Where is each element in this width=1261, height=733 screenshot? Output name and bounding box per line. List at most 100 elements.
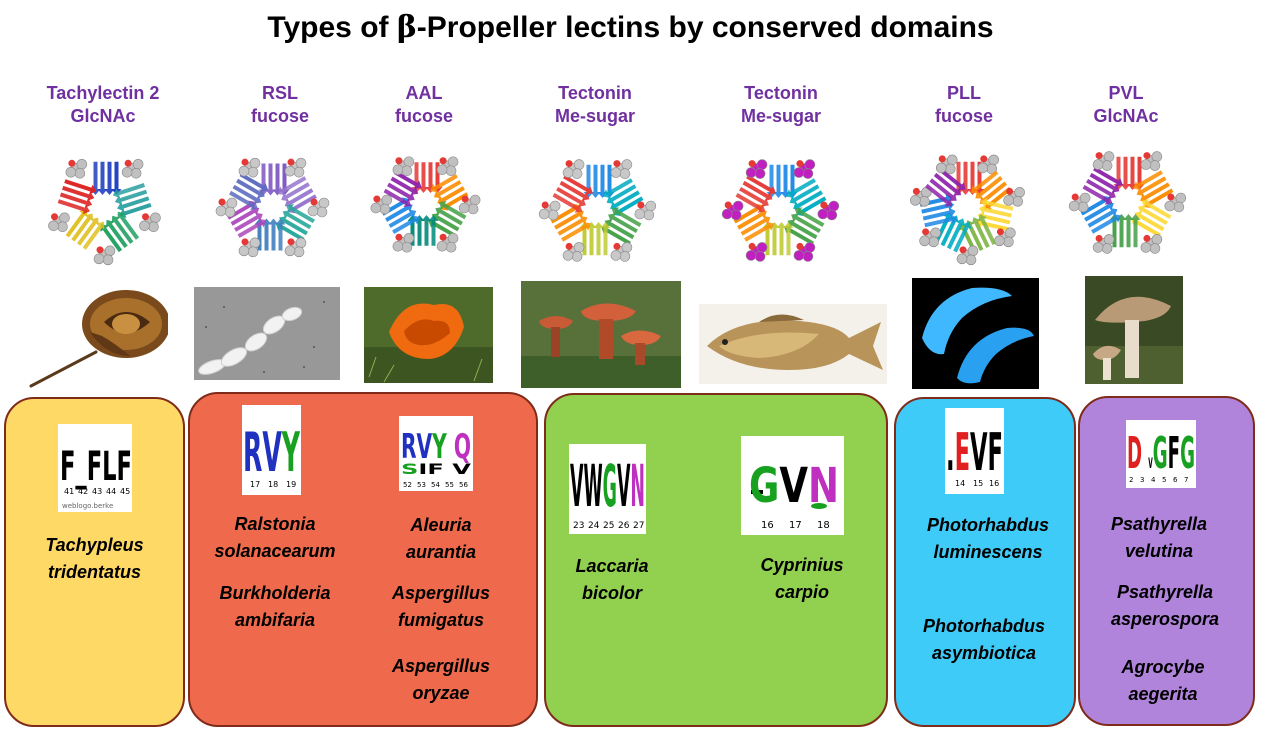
protein-structure-aal-blade [411,162,443,193]
protein-structure-tachylectin2-blade [57,179,97,215]
protein-structure-tachylectin2-ligand-atom [76,158,88,170]
protein-structure-rsl-ligand-atom [247,166,259,178]
protein-structure-tectonin-2-blade [786,178,827,217]
svg-text:5: 5 [1162,476,1166,484]
protein-structure-tectonin-2-ligand-atom [754,168,766,179]
protein-structure-tachylectin2-oxygen-atom [68,159,76,167]
photo-carp-fish [699,304,887,384]
protein-structure-aal-oxygen-atom [461,195,469,203]
protein-structure-pvl-oxygen-atom [1095,152,1103,160]
protein-structure-tectonin-1-ligand-atom [562,167,574,178]
protein-structure-pll-oxygen-atom [980,155,988,163]
protein-structure-pvl-ligand-atom [1101,243,1113,254]
protein-structure-tachylectin2-blade [100,211,140,253]
protein-structure-pll-ligand-atom [919,196,930,207]
svg-text:24: 24 [588,521,600,531]
protein-structure-rsl-blade [229,172,269,210]
protein-structure-aal-ligand-atom [447,232,459,244]
protein-structure-tachylectin2-oxygen-atom [124,159,132,167]
protein-structure-pll-ligand-atom [988,154,1000,166]
species-burkholderia-ambifaria: Burkholderia ambifaria [219,583,331,630]
lectin-label-tectonin-2: Tectonin Me-sugar [740,83,821,126]
protein-structure-rsl-oxygen-atom [310,198,318,206]
protein-structure-aal-ligand-atom [403,156,415,168]
protein-structure-pvl-ligand-atom [1164,200,1176,212]
protein-structure-pll-ligand-atom [967,245,979,257]
protein-structure-pll-ligand-atom [944,163,956,175]
protein-structure-rsl-ligand-atom [307,205,319,217]
protein-structure-tectonin-2-blade [784,207,825,246]
protein-structure-tectonin-1-ligand-atom [619,251,631,262]
svg-text:17: 17 [789,520,802,531]
sequence-logo-aal: RVY Q SIF V 52 53 54 55 56 [399,416,473,491]
protein-structure-pll-oxygen-atom [938,155,946,163]
protein-structure-tachylectin2-ligand-atom [148,221,159,233]
protein-structure-tectonin-2-ligand-atom [730,209,742,221]
protein-structure-tectonin-1-ligand-atom [538,208,550,220]
protein-structure-tectonin-2-oxygen-atom [748,242,756,250]
svg-text:55: 55 [445,481,454,489]
svg-text:52: 52 [403,481,412,489]
svg-text:56: 56 [459,481,468,489]
svg-text:RVY Q: RVY Q [401,427,471,467]
protein-structure-tachylectin2-blade [65,209,105,250]
lectin-label-tachylectin2: Tachylectin 2 GlcNAc [46,83,160,126]
protein-structure-pll-ligand-atom [930,227,941,239]
protein-structure-tectonin-1-ligand-atom [573,242,585,253]
protein-structure-tectonin-1-ligand-atom [619,168,631,179]
protein-structure-tectonin-1-ligand-atom [645,200,657,212]
protein-structure-rsl-ligand-atom [249,157,261,169]
protein-structure-pvl-blade [1113,156,1145,191]
species-photorhabdus-luminescens: Photorhabdus luminescens [927,515,1049,562]
protein-structure-aal-ligand-atom [392,240,404,252]
protein-structure-aal-ligand-atom [381,194,393,206]
protein-structure-pvl-ligand-atom [1092,242,1104,253]
svg-text:14: 14 [955,479,965,488]
svg-text:6: 6 [1173,476,1178,484]
protein-structure-tectonin-2-ligand-atom [802,168,814,179]
protein-structure-tachylectin2-ligand-atom [74,167,86,179]
protein-structure-tectonin-1-blade [601,207,642,246]
protein-structure-aal-ligand-atom [401,241,413,253]
protein-structure-tectonin-2-ligand-atom [826,209,838,221]
protein-structure-pll-oxygen-atom [1006,187,1014,195]
protein-structure-rsl-ligand-atom [224,206,236,218]
protein-structure-tectonin-1-ligand-atom [621,159,633,170]
protein-structure-pvl-oxygen-atom [1095,234,1103,242]
svg-text:23: 23 [573,521,584,531]
protein-structure-rsl-ligand-atom [247,246,259,258]
protein-structure-rsl-blade [254,218,286,251]
protein-structure-aal-ligand-atom [467,203,479,215]
protein-structure-tectonin-1-oxygen-atom [613,160,621,168]
protein-structure-pll-ligand-atom [1005,227,1016,239]
protein-structure-rsl-ligand-atom [215,205,227,217]
protein-structure-pvl-oxygen-atom [1143,234,1151,242]
protein-structure-rsl-oxygen-atom [287,238,295,246]
protein-structure-tectonin-1 [538,159,657,262]
protein-structure-tectonin-1-oxygen-atom [613,242,621,250]
protein-structure-rsl-oxygen-atom [287,158,295,166]
protein-structure-pll-ligand-atom [919,235,930,247]
protein-structure-tectonin-1-ligand-atom [643,209,655,221]
protein-structure-pll-ligand-atom [1003,195,1014,206]
svg-text:F_FLF: F_FLF [60,444,132,490]
photo-horseshoe-crab [26,282,168,388]
protein-structure-aal-ligand-atom [436,240,448,252]
svg-text:2: 2 [1129,476,1133,484]
svg-text:45: 45 [120,487,130,496]
protein-structure-pll-ligand-atom [1012,196,1023,207]
protein-structure-pvl-ligand-atom [1079,192,1091,204]
protein-structure-pll-ligand-atom [928,236,939,248]
protein-structure-aal-ligand-atom [379,203,391,215]
protein-structure-aal-ligand-atom [436,164,448,176]
protein-structure-tectonin-1-ligand-atom [571,168,583,179]
protein-structure-pll-ligand-atom [1014,187,1025,198]
protein-structure-rsl-ligand-atom [316,206,328,218]
protein-structure-tachylectin2-ligand-atom [65,166,77,178]
protein-structure-tectonin-1-oxygen-atom [637,201,645,209]
protein-structure-tectonin-2-ligand-atom [793,250,805,261]
svg-text:GVN: GVN [749,458,839,514]
protein-structure-tachylectin2-oxygen-atom [51,213,59,221]
protein-structure-tectonin-1-ligand-atom [573,159,585,170]
svg-text:26: 26 [618,521,630,531]
